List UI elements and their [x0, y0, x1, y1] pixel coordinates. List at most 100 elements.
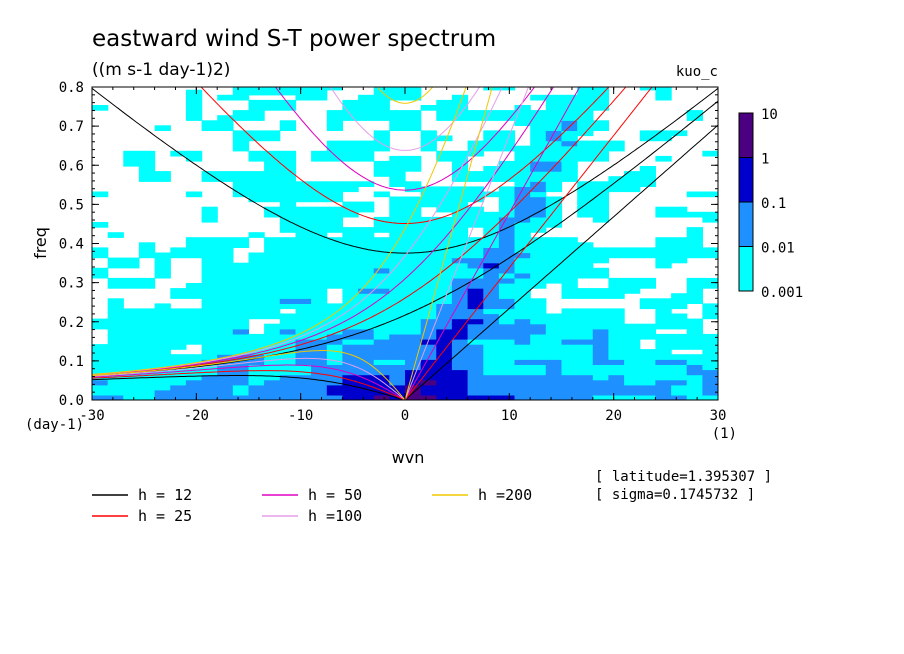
spectrum-cell — [248, 344, 265, 350]
spectrum-cell — [201, 176, 218, 182]
spectrum-cell — [405, 115, 422, 121]
spectrum-cell — [342, 211, 359, 218]
spectrum-cell — [154, 308, 171, 315]
spectrum-cell — [326, 339, 343, 345]
spectrum-cell — [514, 227, 531, 233]
spectrum-cell — [405, 94, 422, 101]
spectrum-cell — [686, 232, 703, 238]
spectrum-cell — [483, 394, 500, 400]
spectrum-cell — [545, 160, 563, 167]
spectrum-cell — [217, 247, 234, 254]
spectrum-cell — [185, 237, 203, 243]
y-tick-label: 0.6 — [59, 158, 84, 174]
spectrum-cell — [373, 328, 390, 335]
spectrum-cell — [702, 359, 718, 365]
spectrum-cell — [561, 318, 578, 325]
spectrum-cell — [561, 247, 578, 254]
spectrum-cell — [545, 155, 563, 162]
spectrum-cell — [138, 364, 156, 371]
spectrum-cell — [686, 374, 703, 381]
spectrum-cell — [420, 201, 437, 208]
spectrum-cell — [451, 166, 469, 172]
spectrum-cell — [264, 89, 281, 96]
spectrum-cell — [420, 216, 437, 223]
spectrum-cell — [389, 89, 406, 96]
colorbar-label: 10 — [761, 107, 778, 123]
spectrum-cell — [248, 339, 265, 345]
spectrum-cell — [671, 359, 688, 365]
spectrum-cell — [639, 374, 656, 381]
spectrum-cell — [545, 94, 563, 101]
spectrum-cell — [577, 115, 594, 121]
spectrum-cell — [342, 288, 359, 294]
spectrum-cell — [671, 130, 688, 137]
spectrum-cell — [311, 313, 328, 320]
spectrum-cell — [577, 369, 594, 376]
spectrum-cell — [545, 125, 563, 131]
spectrum-cell — [436, 232, 453, 238]
spectrum-cell — [514, 298, 531, 304]
spectrum-cell — [373, 272, 390, 279]
spectrum-cell — [217, 237, 234, 243]
spectrum-cell — [217, 298, 234, 304]
spectrum-cell — [592, 389, 609, 396]
spectrum-cell — [561, 176, 578, 182]
spectrum-cell — [279, 186, 297, 193]
spectrum-cell — [279, 206, 297, 213]
spectrum-cell — [577, 318, 594, 325]
spectrum-cell — [530, 328, 547, 335]
spectrum-cell — [342, 349, 359, 355]
spectrum-cell — [123, 379, 140, 386]
spectrum-cell — [389, 181, 406, 187]
spectrum-cell — [530, 196, 547, 203]
spectrum-cell — [264, 293, 281, 299]
spectrum-cell — [436, 333, 453, 340]
spectrum-cell — [342, 328, 359, 335]
colorbar-swatch — [738, 112, 754, 158]
spectrum-cell — [545, 145, 563, 152]
spectrum-cell — [264, 252, 281, 259]
spectrum-cell — [436, 105, 453, 111]
spectrum-cell — [248, 105, 265, 111]
spectrum-cell — [639, 384, 656, 391]
spectrum-cell — [264, 166, 281, 172]
spectrum-cell — [201, 257, 218, 264]
spectrum-cell — [467, 283, 484, 289]
spectrum-cell — [624, 176, 641, 182]
axis-ticks: -30 -20 -10 0 10 20 300.00.10.20.30.40.50.60.7… — [59, 80, 727, 424]
spectrum-cell — [358, 333, 375, 340]
spectrum-cell — [170, 333, 187, 340]
spectrum-cell — [201, 318, 218, 325]
spectrum-cell — [373, 303, 390, 310]
spectrum-cell — [514, 222, 531, 228]
spectrum-cell — [624, 288, 641, 294]
spectrum-cell — [671, 379, 688, 386]
spectrum-cell — [232, 308, 250, 315]
spectrum-cell — [624, 359, 641, 365]
spectrum-cell — [138, 389, 156, 396]
spectrum-cell — [702, 374, 718, 381]
y-axis-label: freq — [31, 227, 50, 259]
spectrum-cell — [358, 262, 375, 269]
spectrum-cell — [123, 318, 140, 325]
spectrum-cell — [545, 252, 563, 259]
spectrum-cell — [232, 313, 250, 320]
spectrum-cell — [373, 222, 390, 228]
spectrum-cell — [185, 191, 203, 198]
spectrum-cell — [483, 364, 500, 371]
spectrum-cell — [295, 211, 312, 218]
spectrum-cell — [686, 389, 703, 396]
spectrum-cell — [498, 333, 516, 340]
spectrum-cell — [577, 94, 594, 101]
spectrum-cell — [436, 354, 453, 360]
spectrum-cell — [389, 369, 406, 376]
spectrum-cell — [217, 379, 234, 386]
spectrum-cell — [201, 344, 218, 350]
spectrum-cell — [483, 140, 500, 147]
spectrum-cell — [483, 313, 500, 320]
spectrum-cell — [217, 333, 234, 340]
spectrum-cell — [436, 328, 453, 335]
spectrum-cell — [561, 171, 578, 177]
spectrum-cell — [342, 389, 359, 396]
spectrum-cell — [138, 313, 156, 320]
